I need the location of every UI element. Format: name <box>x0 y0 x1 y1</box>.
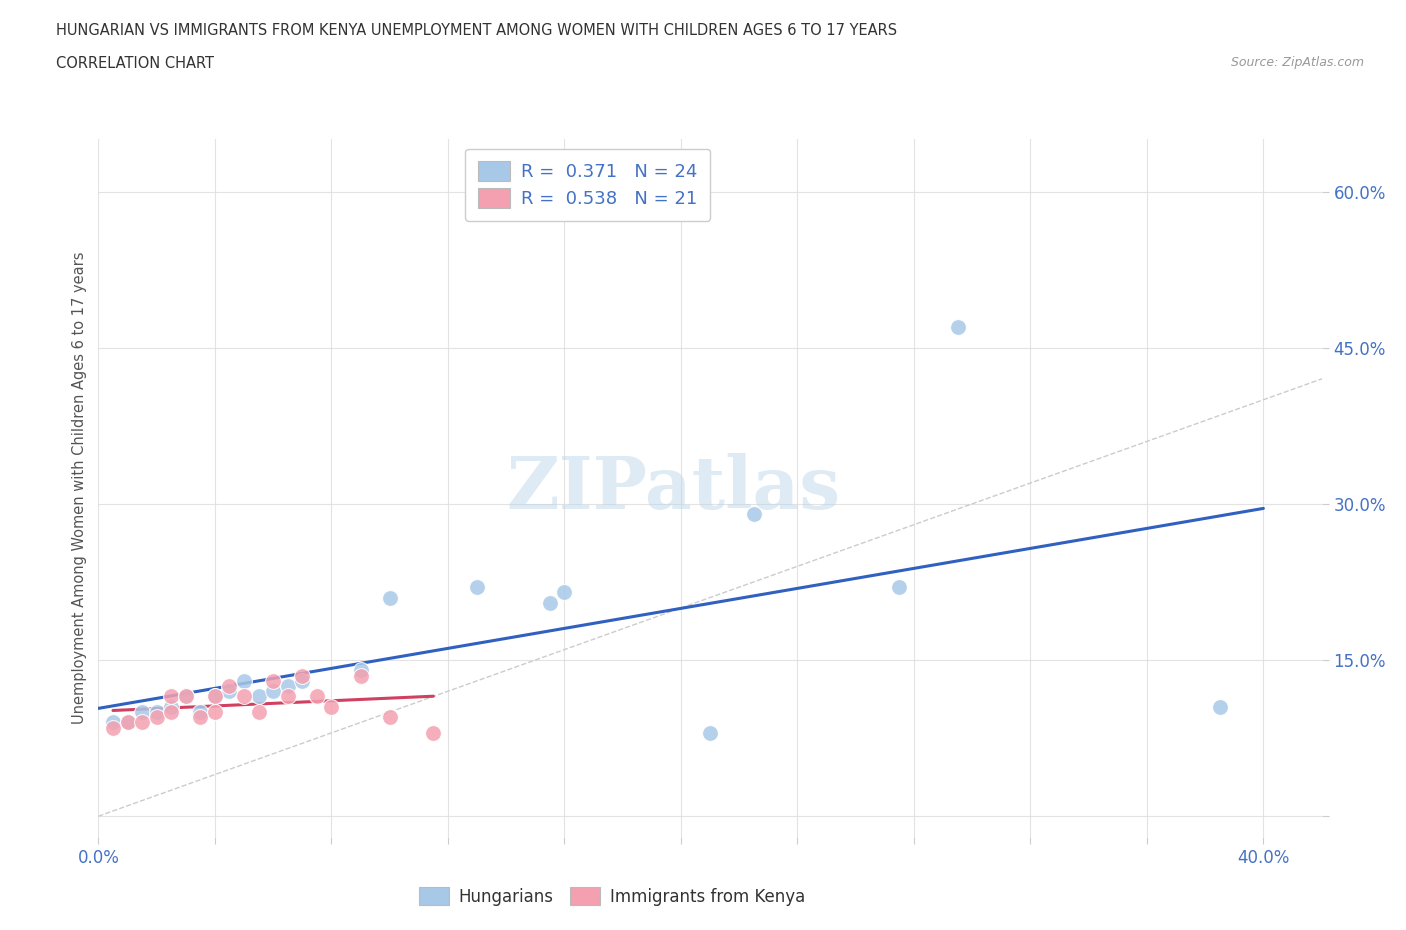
Point <box>160 705 183 720</box>
Point <box>422 725 444 740</box>
Point <box>349 663 371 678</box>
Point <box>262 684 284 698</box>
Point <box>160 689 183 704</box>
Point <box>131 715 153 730</box>
Point <box>233 689 256 704</box>
Point <box>233 673 256 688</box>
Point <box>117 715 139 730</box>
Point <box>277 679 299 694</box>
Point <box>946 319 969 334</box>
Point <box>204 705 226 720</box>
Point <box>889 579 911 594</box>
Text: Source: ZipAtlas.com: Source: ZipAtlas.com <box>1230 56 1364 69</box>
Point <box>538 595 561 610</box>
Point <box>321 699 343 714</box>
Point <box>742 507 765 522</box>
Point <box>218 684 240 698</box>
Point <box>131 705 153 720</box>
Point <box>174 689 197 704</box>
Point <box>218 679 240 694</box>
Text: HUNGARIAN VS IMMIGRANTS FROM KENYA UNEMPLOYMENT AMONG WOMEN WITH CHILDREN AGES 6: HUNGARIAN VS IMMIGRANTS FROM KENYA UNEMP… <box>56 23 897 38</box>
Point <box>277 689 299 704</box>
Point <box>349 668 371 683</box>
Point <box>247 689 270 704</box>
Y-axis label: Unemployment Among Women with Children Ages 6 to 17 years: Unemployment Among Women with Children A… <box>72 252 87 724</box>
Text: ZIPatlas: ZIPatlas <box>506 453 841 524</box>
Point <box>145 705 167 720</box>
Point <box>291 673 314 688</box>
Point <box>247 705 270 720</box>
Point <box>262 673 284 688</box>
Point <box>160 699 183 714</box>
Point <box>378 710 401 724</box>
Text: CORRELATION CHART: CORRELATION CHART <box>56 56 214 71</box>
Point <box>145 710 167 724</box>
Point <box>174 689 197 704</box>
Point <box>465 579 488 594</box>
Point <box>305 689 328 704</box>
Point <box>1208 699 1232 714</box>
Point <box>117 715 139 730</box>
Point <box>378 591 401 605</box>
Point <box>188 705 212 720</box>
Legend: R =  0.371   N = 24, R =  0.538   N = 21: R = 0.371 N = 24, R = 0.538 N = 21 <box>465 149 710 220</box>
Point <box>204 689 226 704</box>
Point <box>204 689 226 704</box>
Point <box>699 725 721 740</box>
Point <box>553 585 575 600</box>
Point <box>291 668 314 683</box>
Point <box>101 715 124 730</box>
Point <box>101 720 124 735</box>
Point <box>188 710 212 724</box>
